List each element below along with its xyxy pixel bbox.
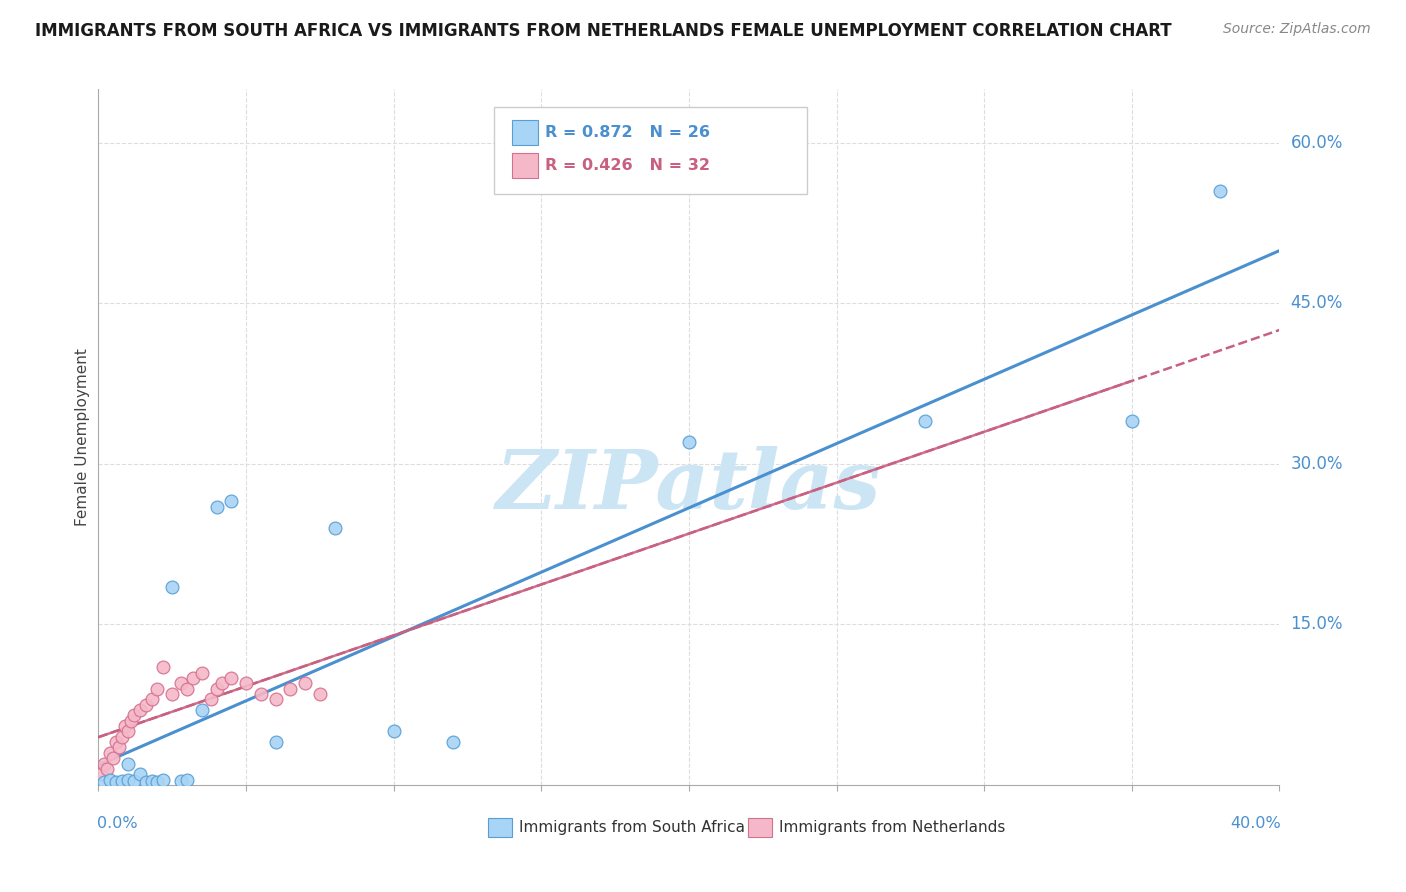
Point xyxy=(181,671,204,685)
Point xyxy=(105,774,128,789)
Text: 40.0%: 40.0% xyxy=(1230,816,1281,831)
Point xyxy=(191,665,214,680)
Point xyxy=(294,676,316,690)
Point xyxy=(122,708,145,723)
Point xyxy=(152,772,174,787)
Point xyxy=(96,762,118,776)
Text: 60.0%: 60.0% xyxy=(1291,134,1343,152)
Text: R = 0.872   N = 26: R = 0.872 N = 26 xyxy=(546,125,710,140)
Text: Source: ZipAtlas.com: Source: ZipAtlas.com xyxy=(1223,22,1371,37)
Point xyxy=(170,676,193,690)
Point xyxy=(117,724,139,739)
Text: 30.0%: 30.0% xyxy=(1291,455,1343,473)
Point xyxy=(170,773,193,788)
FancyBboxPatch shape xyxy=(488,818,512,837)
Point xyxy=(152,660,174,674)
Point xyxy=(120,714,142,728)
Point xyxy=(93,774,115,789)
Point xyxy=(441,735,464,749)
Point xyxy=(678,435,700,450)
Point xyxy=(219,494,242,508)
Point xyxy=(141,692,163,706)
Point xyxy=(914,414,936,428)
Point xyxy=(162,580,183,594)
Point xyxy=(111,773,134,788)
Text: Immigrants from South Africa: Immigrants from South Africa xyxy=(519,820,745,835)
Text: 45.0%: 45.0% xyxy=(1291,294,1343,312)
Text: 15.0%: 15.0% xyxy=(1291,615,1343,633)
Point xyxy=(382,724,405,739)
Point xyxy=(146,774,169,789)
Point xyxy=(176,772,198,787)
Point xyxy=(1209,184,1232,198)
FancyBboxPatch shape xyxy=(512,120,537,145)
FancyBboxPatch shape xyxy=(512,153,537,178)
Y-axis label: Female Unemployment: Female Unemployment xyxy=(75,348,90,526)
Point xyxy=(235,676,257,690)
Point xyxy=(219,671,242,685)
Point xyxy=(176,681,198,696)
Point xyxy=(162,687,183,701)
Point xyxy=(98,746,121,760)
Point xyxy=(111,730,134,744)
Point xyxy=(146,681,169,696)
Point xyxy=(309,687,332,701)
Point xyxy=(98,772,121,787)
Point xyxy=(264,692,287,706)
Point xyxy=(1121,414,1143,428)
FancyBboxPatch shape xyxy=(494,106,807,194)
Point xyxy=(250,687,273,701)
Point xyxy=(191,703,214,717)
Point xyxy=(264,735,287,749)
Point xyxy=(114,719,136,733)
Point xyxy=(105,735,128,749)
Point xyxy=(323,521,346,535)
Point xyxy=(117,772,139,787)
Text: ZIPatlas: ZIPatlas xyxy=(496,446,882,525)
Point xyxy=(211,676,233,690)
Point xyxy=(205,500,228,514)
Point xyxy=(128,767,150,781)
Point xyxy=(103,751,125,765)
Text: 0.0%: 0.0% xyxy=(97,816,138,831)
FancyBboxPatch shape xyxy=(748,818,772,837)
Point xyxy=(135,698,157,712)
Point xyxy=(200,692,222,706)
Point xyxy=(128,703,150,717)
Point xyxy=(135,774,157,789)
Point xyxy=(117,756,139,771)
Point xyxy=(108,740,131,755)
Text: R = 0.426   N = 32: R = 0.426 N = 32 xyxy=(546,158,710,172)
Point xyxy=(141,773,163,788)
Text: IMMIGRANTS FROM SOUTH AFRICA VS IMMIGRANTS FROM NETHERLANDS FEMALE UNEMPLOYMENT : IMMIGRANTS FROM SOUTH AFRICA VS IMMIGRAN… xyxy=(35,22,1171,40)
Point xyxy=(278,681,302,696)
Text: Immigrants from Netherlands: Immigrants from Netherlands xyxy=(779,820,1005,835)
Point xyxy=(90,767,112,781)
Point xyxy=(93,756,115,771)
Point xyxy=(122,773,145,788)
Point xyxy=(205,681,228,696)
